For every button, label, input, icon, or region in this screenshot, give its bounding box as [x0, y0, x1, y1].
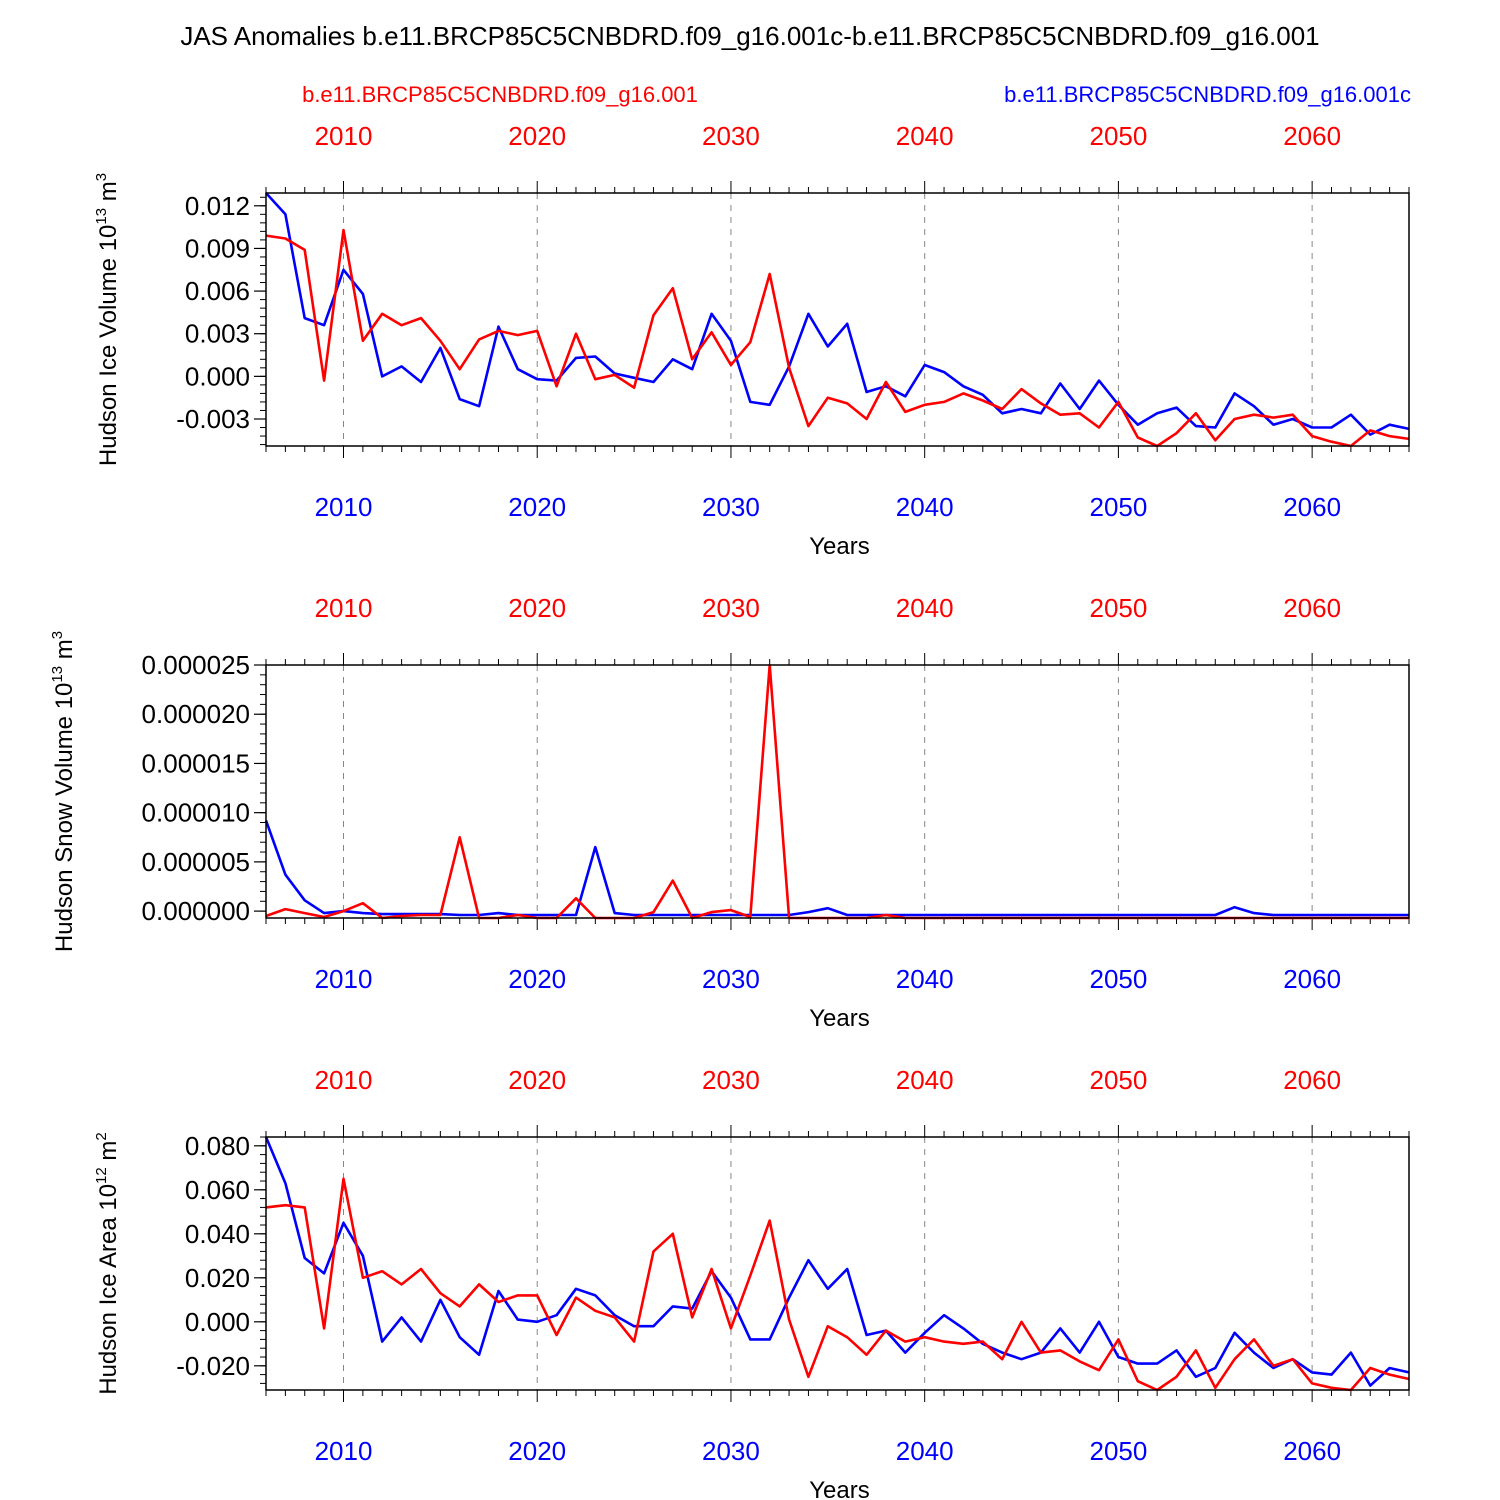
y-tick-label: 0.006 — [185, 276, 250, 306]
x-tick-label-bottom: 2010 — [315, 492, 373, 522]
x-tick-label-bottom: 2040 — [896, 964, 954, 994]
y-tick-label: 0.012 — [185, 191, 250, 221]
plot-frame — [265, 1136, 1410, 1391]
x-tick-label-top: 2040 — [896, 593, 954, 623]
x-tick-label-bottom: 2010 — [315, 964, 373, 994]
x-tick-label-bottom: 2020 — [508, 1436, 566, 1466]
x-tick-label-top: 2060 — [1283, 593, 1341, 623]
y-tick-label: 0.003 — [185, 319, 250, 349]
x-tick-label-bottom: 2030 — [702, 964, 760, 994]
series-line-red — [265, 228, 1410, 448]
x-tick-label-top: 2050 — [1089, 121, 1147, 151]
x-tick-label-bottom: 2020 — [508, 492, 566, 522]
x-tick-label-top: 2010 — [315, 121, 373, 151]
x-tick-label-top: 2010 — [315, 593, 373, 623]
x-tick-label-top: 2030 — [702, 121, 760, 151]
plot-frame — [265, 192, 1410, 447]
x-tick-label-bottom: 2020 — [508, 964, 566, 994]
x-tick-label-bottom: 2060 — [1283, 964, 1341, 994]
plot-frame — [265, 664, 1410, 919]
x-tick-label-bottom: 2060 — [1283, 492, 1341, 522]
y-tick-label: 0.000 — [185, 1307, 250, 1337]
x-tick-label-bottom: 2050 — [1089, 492, 1147, 522]
x-tick-label-bottom: 2060 — [1283, 1436, 1341, 1466]
x-tick-label-top: 2050 — [1089, 593, 1147, 623]
x-axis-label: Years — [809, 1477, 870, 1500]
x-tick-label-bottom: 2010 — [315, 1436, 373, 1466]
y-tick-label: -0.020 — [176, 1351, 250, 1381]
y-tick-label: 0.000015 — [142, 748, 250, 778]
y-tick-label: 0.009 — [185, 233, 250, 263]
y-axis-label: Hudson Ice Volume 1013 m3 — [93, 173, 122, 466]
x-axis-label: Years — [809, 533, 870, 560]
x-tick-label-bottom: 2050 — [1089, 1436, 1147, 1466]
x-tick-label-top: 2050 — [1089, 1065, 1147, 1095]
series-line-red — [265, 663, 1409, 920]
x-tick-label-bottom: 2050 — [1089, 964, 1147, 994]
legend-label-right: b.e11.BRCP85C5CNBDRD.f09_g16.001c — [1004, 82, 1411, 107]
x-tick-label-top: 2030 — [702, 1065, 760, 1095]
y-tick-label: 0.020 — [185, 1263, 250, 1293]
y-tick-label: 0.000 — [185, 361, 250, 391]
chart-panel-3: -0.020 0.000 0.020 0.040 0.060 0.080 2010 2010 2… — [93, 1065, 1410, 1500]
x-tick-label-top: 2060 — [1283, 121, 1341, 151]
series-line-blue — [264, 1136, 1410, 1387]
x-tick-label-top: 2020 — [508, 1065, 566, 1095]
y-tick-label: 0.000020 — [142, 699, 250, 729]
figure-title: JAS Anomalies b.e11.BRCP85C5CNBDRD.f09_g… — [180, 21, 1319, 51]
x-tick-label-top: 2040 — [896, 1065, 954, 1095]
x-tick-label-bottom: 2030 — [702, 492, 760, 522]
x-tick-label-top: 2030 — [702, 593, 760, 623]
x-tick-label-top: 2020 — [508, 121, 566, 151]
y-tick-label: 0.000005 — [142, 847, 250, 877]
x-tick-label-top: 2040 — [896, 121, 954, 151]
y-axis-label: Hudson Snow Volume 1013 m3 — [49, 631, 78, 952]
y-axis-label: Hudson Ice Area 1012 m2 — [93, 1132, 122, 1395]
x-tick-label-bottom: 2030 — [702, 1436, 760, 1466]
x-tick-label-top: 2020 — [508, 593, 566, 623]
y-tick-label: 0.080 — [185, 1131, 250, 1161]
y-tick-label: 0.000025 — [142, 650, 250, 680]
y-tick-label: 0.060 — [185, 1175, 250, 1205]
x-tick-label-top: 2010 — [315, 1065, 373, 1095]
legend-label-left: b.e11.BRCP85C5CNBDRD.f09_g16.001 — [302, 82, 698, 107]
y-tick-label: 0.000000 — [142, 896, 250, 926]
x-tick-label-top: 2060 — [1283, 1065, 1341, 1095]
series-line-blue — [265, 192, 1410, 436]
chart-panel-1: -0.003 0.000 0.003 0.006 0.009 0.012 2010 2010 2… — [93, 121, 1410, 560]
series-line-red — [265, 1177, 1410, 1392]
y-tick-label: 0.040 — [185, 1219, 250, 1249]
series-line-blue — [264, 820, 1409, 917]
chart-panel-2: 0.000000 0.000005 0.000010 0.000015 0.000020… — [49, 593, 1410, 1032]
x-axis-label: Years — [809, 1005, 870, 1032]
y-tick-label: -0.003 — [176, 404, 250, 434]
y-tick-label: 0.000010 — [142, 798, 250, 828]
x-tick-label-bottom: 2040 — [896, 492, 954, 522]
x-tick-label-bottom: 2040 — [896, 1436, 954, 1466]
